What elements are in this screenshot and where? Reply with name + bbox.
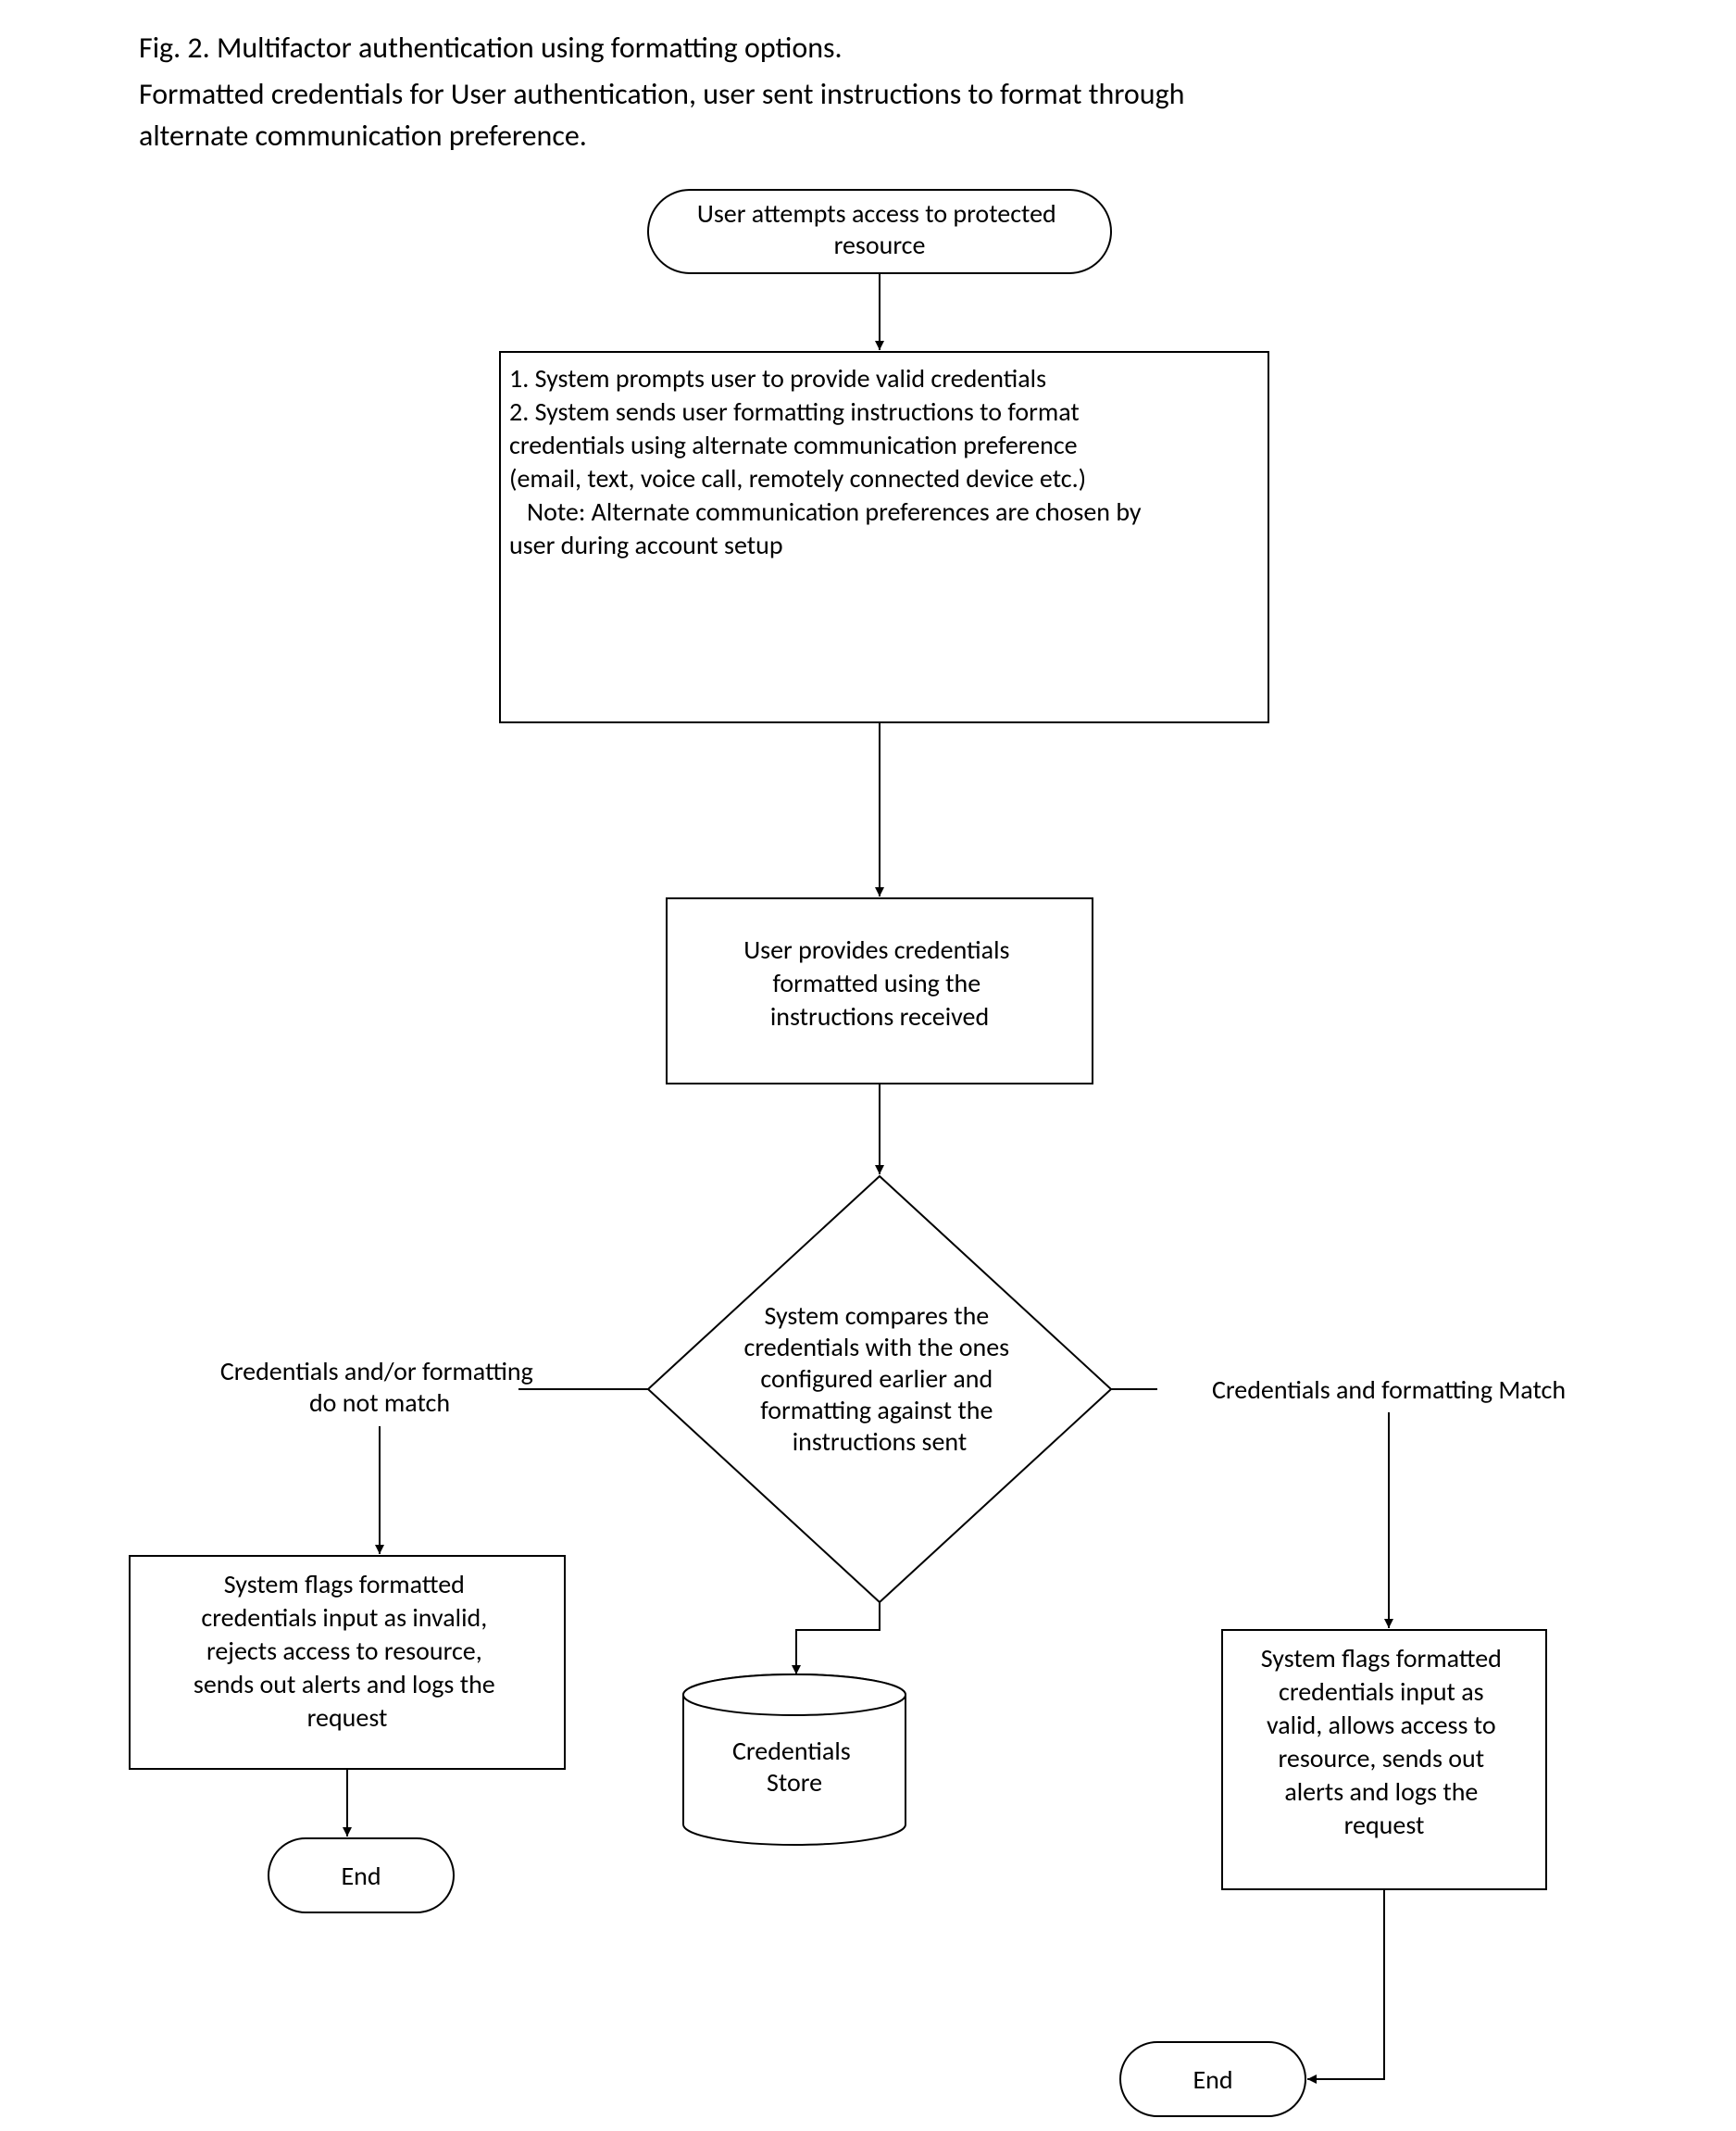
edge-left-label: Credentials and/or formatting do not mat… [220,1355,539,1419]
svg-text:User provides credentials: User provides credentials formatted usin… [743,934,1016,1033]
node-invalid: System flags formatted credentials input… [130,1556,565,1769]
svg-text:End: End [341,1860,381,1892]
edge-decision-store [796,1602,880,1674]
svg-text:End: End [1193,2063,1232,2096]
page: Fig. 2. Multifactor authentication using… [0,0,1736,2131]
node-decision: System compares the credentials with the… [648,1176,1111,1602]
edge-right-label: Credentials and formatting Match [1212,1373,1566,1406]
edge-valid-end [1307,1889,1384,2079]
node-start: User attempts access to protected resour… [648,190,1111,273]
node-store: Credentials Store [683,1674,905,1845]
node-end-right: End [1120,2042,1305,2116]
node-prompt: 1. System prompts user to provide valid … [500,352,1268,722]
flowchart-svg: User attempts access to protected resour… [0,0,1736,2131]
node-end-left: End [269,1838,454,1912]
node-provides: User provides credentials formatted usin… [667,898,1093,1084]
node-valid: System flags formatted credentials input… [1222,1630,1546,1889]
